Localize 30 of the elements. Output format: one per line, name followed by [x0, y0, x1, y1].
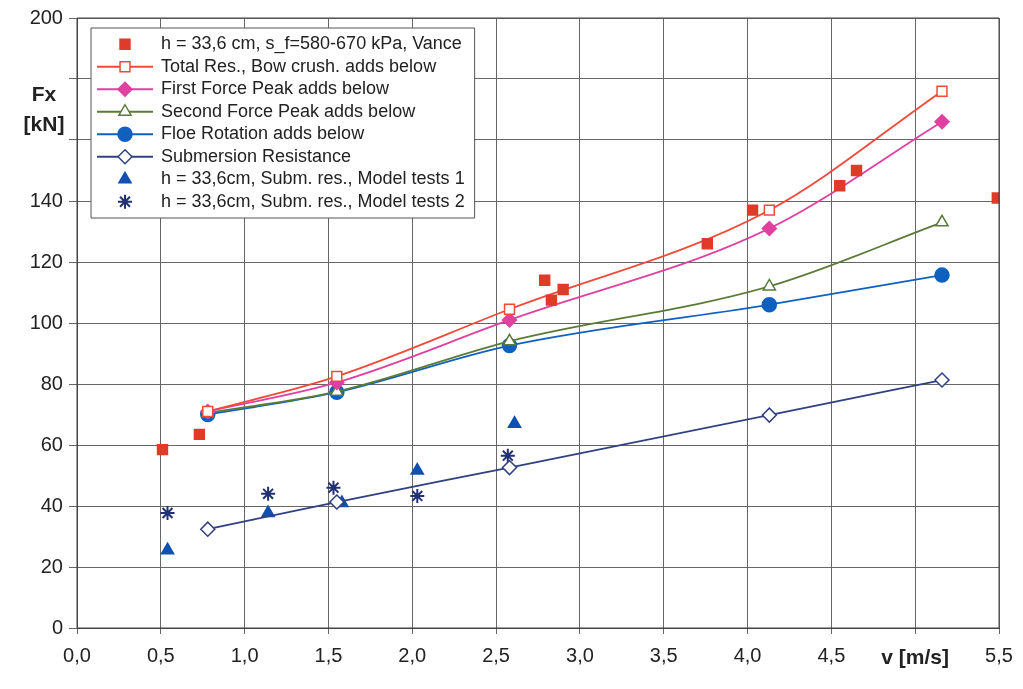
x-tick-label: 3,5: [649, 643, 678, 666]
x-tick-label: 1,5: [314, 643, 343, 666]
x-tick-label: 2,0: [398, 643, 427, 666]
legend-label: h = 33,6 cm, s_f=580-670 kPa, Vance: [161, 33, 462, 55]
y-tick-label: 40: [40, 493, 63, 516]
y-tick-label: 200: [29, 5, 63, 28]
legend-label: h = 33,6cm, Subm. res., Model tests 1: [161, 168, 465, 189]
y-tick-label: 140: [29, 188, 63, 211]
legend-label: Second Force Peak adds below: [161, 100, 417, 121]
y-tick-label: 100: [29, 310, 63, 333]
legend-label: Total Res., Bow crush. adds below: [161, 55, 438, 76]
x-tick-label: 1,0: [230, 643, 259, 666]
legend-label: First Force Peak adds below: [161, 78, 391, 99]
x-tick-label: 4,0: [733, 643, 762, 666]
legend-label: Submersion Resistance: [161, 145, 352, 166]
legend-label: h = 33,6cm, Subm. res., Model tests 2: [161, 190, 465, 211]
x-tick-label: 3,0: [566, 643, 594, 666]
x-tick-label: 0,0: [63, 643, 91, 666]
x-tick-label: 0,5: [146, 643, 175, 666]
x-axis-title: v [m/s]: [881, 644, 950, 668]
x-tick-label: 2,5: [482, 643, 510, 666]
x-tick-label: 5,5: [985, 643, 1013, 666]
legend-label: Floe Rotation adds below: [161, 123, 366, 144]
x-tick-label: 4,5: [817, 643, 846, 666]
y-tick-label: 0: [51, 615, 63, 638]
y-axis-title: Fx [kN]: [23, 82, 65, 136]
y-tick-label: 80: [40, 371, 63, 394]
y-tick-label: 120: [29, 249, 63, 272]
y-tick-label: 20: [40, 554, 63, 577]
y-tick-label: 60: [40, 432, 63, 455]
